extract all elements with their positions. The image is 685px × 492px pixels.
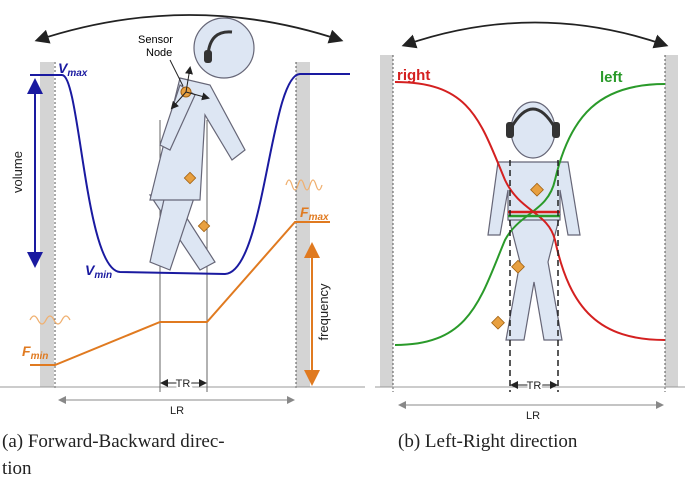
- sensor: [197, 219, 211, 233]
- headphone: [509, 107, 557, 129]
- panel-b: right left TR LR (b) Left-Right directio…: [375, 21, 685, 452]
- sensor: [511, 259, 525, 274]
- wave-icon: [29, 315, 71, 325]
- tr-label: TR: [176, 378, 191, 390]
- vmax-label: Vmax: [58, 60, 88, 79]
- axis-arrow: [185, 66, 193, 93]
- volume-curve: [30, 73, 350, 276]
- right-label: right: [397, 67, 430, 84]
- sensor: [530, 182, 544, 197]
- person: [148, 17, 255, 271]
- left-label: left: [600, 69, 623, 86]
- wave-icon: [285, 179, 323, 191]
- axis-arrow: [185, 91, 210, 101]
- pointer: [169, 59, 184, 87]
- panel-a: Sensor Node volume Vmax Vmin frequency Fm…: [0, 14, 365, 479]
- sensor-label: Sensor Node: [138, 34, 173, 59]
- caption: (b) Left-Right direction: [398, 431, 578, 452]
- lr-label: LR: [526, 410, 540, 422]
- caption: (a) Forward-Backward direc-: [2, 431, 225, 452]
- volume-label: volume: [10, 151, 25, 193]
- wall: [40, 62, 54, 387]
- vmin-label: Vmin: [85, 262, 112, 281]
- caption: tion: [2, 458, 32, 479]
- sensor: [491, 315, 505, 330]
- head: [193, 17, 255, 79]
- person: [487, 101, 581, 341]
- wall: [665, 55, 678, 387]
- frequency-curve: [30, 221, 330, 366]
- headphone: [552, 122, 560, 138]
- lr-label: LR: [170, 405, 184, 417]
- sensor: [183, 171, 197, 185]
- headphone: [204, 50, 212, 63]
- wall: [296, 62, 310, 387]
- frequency-label: frequency: [316, 283, 331, 341]
- fmax-label: Fmax: [300, 204, 329, 223]
- headphone: [506, 122, 514, 138]
- axis-arrow: [170, 91, 187, 110]
- motion-arc: [34, 14, 344, 44]
- motion-arc: [401, 21, 669, 49]
- wall: [380, 55, 393, 387]
- fmin-label: Fmin: [22, 343, 48, 362]
- tr-label: TR: [527, 380, 542, 392]
